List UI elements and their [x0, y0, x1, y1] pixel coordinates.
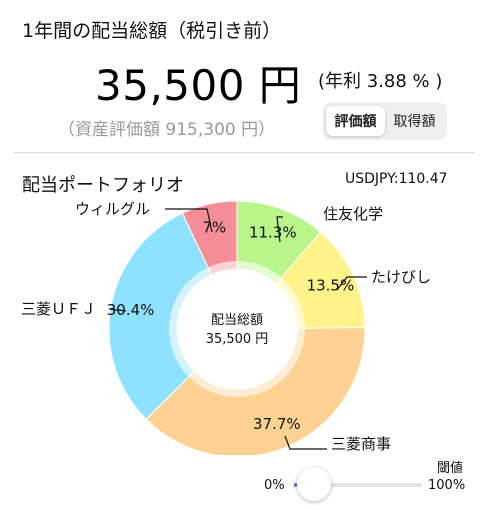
- slice-name-label: 三菱商事: [331, 435, 391, 453]
- donut-center: [177, 269, 297, 389]
- portfolio-title: 配当ポートフォリオ: [22, 175, 184, 196]
- threshold-label: 閾値: [437, 461, 464, 476]
- slice-name-label: ウィルグル: [75, 200, 150, 218]
- threshold-slider-fill: [294, 483, 297, 487]
- threshold-slider-track[interactable]: [294, 483, 422, 487]
- slice-name-label: たけびし: [371, 268, 431, 286]
- section-divider: [14, 152, 475, 153]
- slice-name-label: 三菱ＵＦＪ: [21, 300, 96, 318]
- donut-center-title: 配当総額: [211, 313, 263, 328]
- slice-leader-line: [276, 216, 283, 243]
- slice-percent-label: 30.4%: [107, 301, 155, 319]
- slice-leader-line: [165, 208, 213, 233]
- usd-jpy-rate: USDJPY:110.47: [345, 171, 448, 187]
- annual-yield: (年利 3.88 % ): [318, 71, 443, 92]
- segment-market-value[interactable]: 評価額: [326, 106, 385, 136]
- slice-percent-label: 7%: [202, 219, 226, 237]
- total-dividend-amount: 35,500 円: [95, 61, 302, 110]
- threshold-min-label: 0%: [264, 478, 285, 493]
- slice-percent-label: 13.5%: [307, 277, 355, 295]
- threshold-slider-thumb[interactable]: [297, 467, 331, 501]
- dividend-title: 1年間の配当総額（税引き前）: [22, 20, 282, 42]
- slice-leader-line: [336, 276, 367, 291]
- donut-center-value: 35,500 円: [206, 332, 269, 347]
- slice-percent-label: 11.3%: [249, 223, 297, 241]
- slice-leader-line: [284, 435, 327, 450]
- slice-leader-line: [108, 308, 127, 312]
- threshold-max-label: 100%: [428, 478, 466, 493]
- asset-value: （資産評価額 915,300 円）: [58, 120, 276, 140]
- slice-name-label: 住友化学: [323, 205, 383, 223]
- segment-acquisition-value[interactable]: 取得額: [393, 114, 436, 130]
- valuation-segmented-control: 評価額 取得額: [323, 102, 447, 140]
- slice-percent-label: 37.7%: [253, 415, 301, 433]
